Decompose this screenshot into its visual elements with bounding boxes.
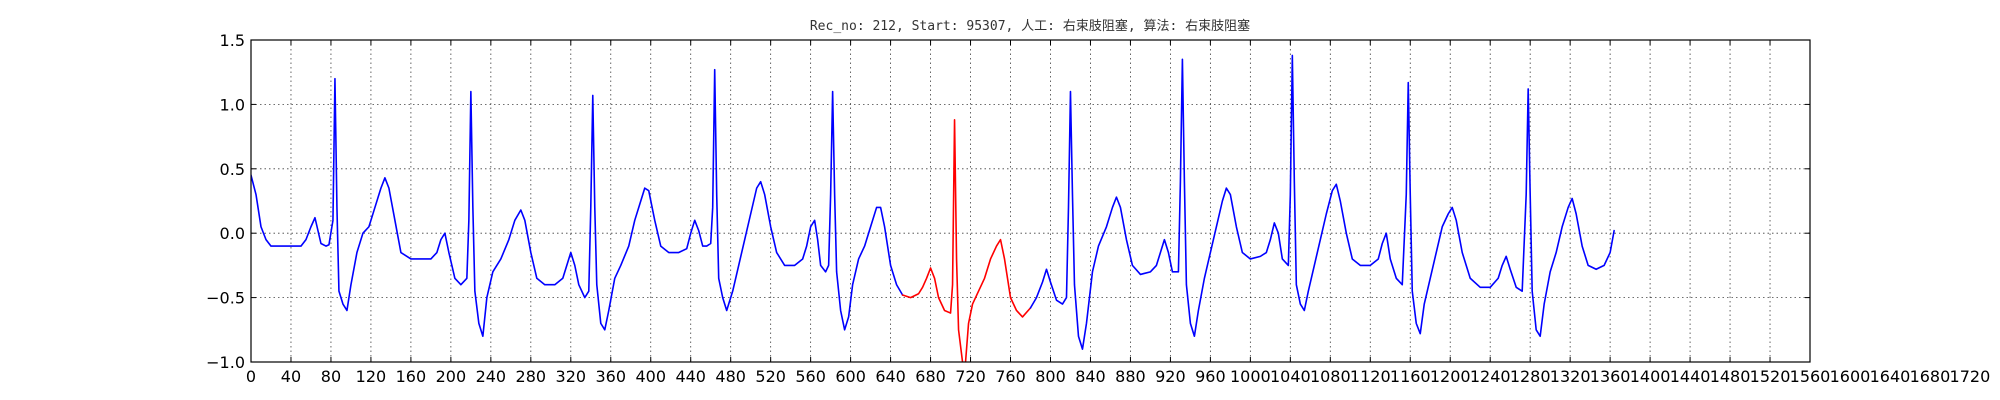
chart-title: Rec_no: 212, Start: 95307, 人工: 右束肢阻塞, 算法… bbox=[810, 18, 1250, 34]
x-tick-label: 600 bbox=[835, 367, 866, 386]
ecg-series bbox=[251, 54, 1615, 362]
x-tick-label: 1240 bbox=[1470, 367, 1511, 386]
x-tick-label: 320 bbox=[556, 367, 587, 386]
x-tick-label: 280 bbox=[516, 367, 547, 386]
x-tick-label: 40 bbox=[281, 367, 301, 386]
x-tick-label: 640 bbox=[875, 367, 906, 386]
x-tick-label: 440 bbox=[675, 367, 706, 386]
y-tick-label: −1.0 bbox=[206, 353, 245, 372]
x-axis-tick-labels: 0 40 80 120 160 200 240 280 320 360 400 440 480 520 56… bbox=[246, 367, 1990, 386]
x-tick-label: 760 bbox=[995, 367, 1026, 386]
x-tick-label: 0 bbox=[246, 367, 256, 386]
x-tick-label: 840 bbox=[1075, 367, 1106, 386]
x-tick-label: 1720 bbox=[1950, 367, 1991, 386]
x-tick-label: 480 bbox=[715, 367, 746, 386]
x-tick-label: 1520 bbox=[1750, 367, 1791, 386]
x-tick-label: 1480 bbox=[1710, 367, 1751, 386]
x-tick-label: 560 bbox=[795, 367, 826, 386]
x-tick-label: 200 bbox=[436, 367, 467, 386]
x-tick-label: 520 bbox=[755, 367, 786, 386]
x-tick-label: 1200 bbox=[1430, 367, 1471, 386]
x-tick-label: 920 bbox=[1155, 367, 1186, 386]
x-tick-label: 1120 bbox=[1350, 367, 1391, 386]
x-tick-label: 120 bbox=[356, 367, 387, 386]
y-tick-label: −0.5 bbox=[206, 289, 245, 308]
x-tick-label: 1560 bbox=[1790, 367, 1831, 386]
y-tick-label: 1.0 bbox=[220, 95, 245, 114]
x-tick-label: 1360 bbox=[1590, 367, 1631, 386]
x-tick-label: 360 bbox=[595, 367, 626, 386]
x-tick-label: 160 bbox=[396, 367, 427, 386]
x-tick-label: 1400 bbox=[1630, 367, 1671, 386]
ecg-trace-segment bbox=[1029, 54, 1615, 350]
x-tick-label: 960 bbox=[1195, 367, 1226, 386]
x-tick-label: 1280 bbox=[1510, 367, 1551, 386]
x-tick-label: 1680 bbox=[1910, 367, 1951, 386]
y-axis-tick-labels: −1.0 −0.5 0.0 0.5 1.0 1.5 bbox=[206, 31, 245, 372]
x-tick-label: 1000 bbox=[1230, 367, 1271, 386]
ecg-highlight-segment bbox=[901, 119, 1032, 362]
axis-ticks bbox=[251, 39, 1810, 363]
x-tick-label: 1160 bbox=[1390, 367, 1431, 386]
y-tick-label: 1.5 bbox=[220, 31, 245, 50]
grid-lines bbox=[251, 40, 1810, 362]
x-tick-label: 1440 bbox=[1670, 367, 1711, 386]
x-tick-label: 1080 bbox=[1310, 367, 1351, 386]
x-tick-label: 1040 bbox=[1270, 367, 1311, 386]
x-tick-label: 1600 bbox=[1830, 367, 1871, 386]
plot-area-frame bbox=[250, 39, 1811, 363]
y-tick-label: 0.0 bbox=[220, 224, 245, 243]
x-tick-label: 800 bbox=[1035, 367, 1066, 386]
x-tick-label: 80 bbox=[321, 367, 341, 386]
x-tick-label: 400 bbox=[635, 367, 666, 386]
x-tick-label: 240 bbox=[476, 367, 507, 386]
x-tick-label: 1640 bbox=[1870, 367, 1911, 386]
x-tick-label: 720 bbox=[955, 367, 986, 386]
x-tick-label: 1320 bbox=[1550, 367, 1591, 386]
y-tick-label: 0.5 bbox=[220, 160, 245, 179]
x-tick-label: 680 bbox=[915, 367, 946, 386]
x-tick-label: 880 bbox=[1115, 367, 1146, 386]
ecg-trace-segment bbox=[251, 68, 904, 338]
